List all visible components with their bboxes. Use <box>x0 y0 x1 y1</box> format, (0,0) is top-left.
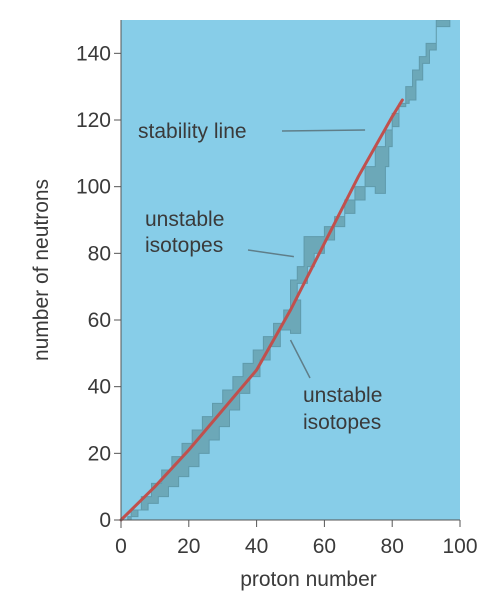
x-tick-label-20: 20 <box>177 535 200 558</box>
y-tick-label-60: 60 <box>88 309 111 332</box>
annotation-stability-line: stability line <box>138 120 247 143</box>
y-axis-label: number of neutrons <box>30 179 53 361</box>
annotation-unstable-upper-leader <box>247 249 294 258</box>
x-tick-label-0: 0 <box>115 535 127 558</box>
x-tick-label-40: 40 <box>245 535 268 558</box>
y-tick-label-20: 20 <box>88 442 111 465</box>
x-axis-label: proton number <box>240 568 377 591</box>
annotation-unstable-lower-line1: unstable <box>303 384 382 407</box>
y-tick-label-40: 40 <box>88 376 111 399</box>
isotope-band <box>121 20 451 520</box>
annotation-stability-leader <box>281 129 366 132</box>
annotation-unstable-upper-line2: isotopes <box>145 234 223 257</box>
y-tick-label-0: 0 <box>99 509 111 532</box>
annotation-unstable-upper-line1: unstable <box>145 208 224 231</box>
stability-line <box>119 98 404 522</box>
y-tick-label-80: 80 <box>88 242 111 265</box>
x-tick-label-80: 80 <box>381 535 404 558</box>
annotation-unstable-lower-leader <box>289 339 311 379</box>
y-tick-label-140: 140 <box>76 42 111 65</box>
x-tick-label-100: 100 <box>442 535 477 558</box>
annotation-unstable-lower-line2: isotopes <box>303 411 381 434</box>
y-tick-label-120: 120 <box>76 109 111 132</box>
y-tick-label-100: 100 <box>76 176 111 199</box>
x-tick-label-60: 60 <box>313 535 336 558</box>
